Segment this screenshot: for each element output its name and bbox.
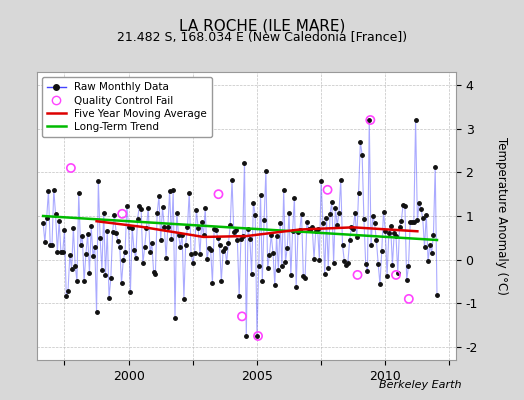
Y-axis label: Temperature Anomaly (°C): Temperature Anomaly (°C) <box>495 137 508 295</box>
Point <box>323 187 332 193</box>
Text: Berkeley Earth: Berkeley Earth <box>379 380 461 390</box>
Point <box>405 296 413 302</box>
Point <box>366 117 375 123</box>
Legend: Raw Monthly Data, Quality Control Fail, Five Year Moving Average, Long-Term Tren: Raw Monthly Data, Quality Control Fail, … <box>42 77 212 137</box>
Point <box>353 272 362 278</box>
Point <box>118 211 126 217</box>
Point <box>254 333 262 339</box>
Point <box>214 191 223 197</box>
Text: LA ROCHE (ILE MARE): LA ROCHE (ILE MARE) <box>179 18 345 34</box>
Point <box>67 165 75 171</box>
Point <box>392 272 400 278</box>
Text: 21.482 S, 168.034 E (New Caledonia [France]): 21.482 S, 168.034 E (New Caledonia [Fran… <box>117 32 407 44</box>
Point <box>238 313 246 320</box>
